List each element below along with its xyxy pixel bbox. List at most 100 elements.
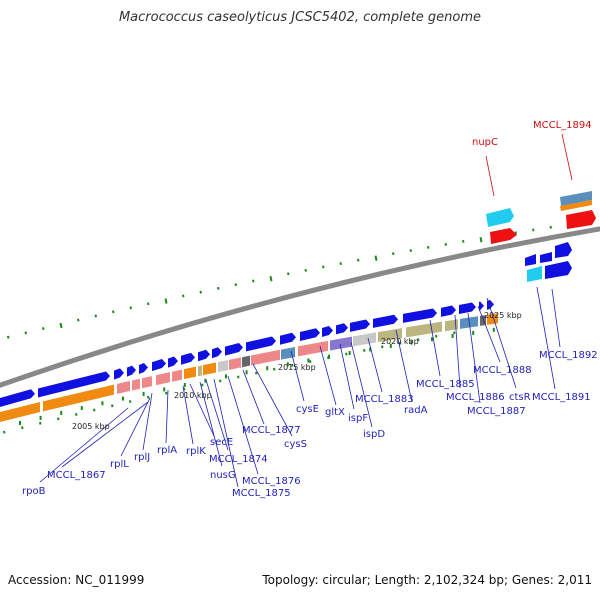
ring-dot — [199, 290, 202, 294]
gene-label-mccl1888[interactable]: MCCL_1888 — [473, 365, 532, 376]
feature-block-10[interactable] — [203, 362, 216, 376]
feature-block-24[interactable] — [487, 313, 498, 325]
gene-label-radA[interactable]: radA — [404, 405, 428, 416]
feature-block-2[interactable] — [43, 384, 114, 412]
gene-label-rpoB[interactable]: rpoB — [22, 486, 46, 497]
forward-gene-17[interactable] — [350, 319, 370, 332]
gene-label-rplL[interactable]: rplL — [110, 459, 129, 470]
scale-label-2005: 2005 kbp — [72, 422, 110, 431]
forward-gene-16[interactable] — [336, 323, 348, 335]
gene-right-3[interactable] — [555, 242, 572, 258]
map-title: Macrococcus caseolyticus JCSC5402, compl… — [118, 10, 482, 25]
feature-block-3[interactable] — [117, 380, 130, 394]
leader-line — [486, 297, 517, 389]
feature-block-8[interactable] — [184, 366, 196, 380]
gene-right-cyan[interactable] — [527, 266, 542, 282]
gene-label-mccl1887[interactable]: MCCL_1887 — [467, 406, 526, 417]
inner-ring-dot — [147, 395, 150, 399]
leader-line — [561, 133, 573, 181]
gene-label-ispD[interactable]: ispD — [363, 429, 385, 440]
gene-label-mccl1883[interactable]: MCCL_1883 — [355, 394, 414, 405]
ring-dot — [392, 252, 395, 256]
gene-right-1[interactable] — [525, 254, 536, 266]
inner-ring-dot — [21, 426, 24, 430]
feature-block-16[interactable] — [298, 340, 328, 357]
feature-block-6[interactable] — [156, 372, 170, 386]
leader-line — [290, 350, 305, 402]
gene-label-mccl1867[interactable]: MCCL_1867 — [47, 470, 106, 481]
inner-ring-dot — [399, 341, 402, 345]
gene-label-mccl1875[interactable]: MCCL_1875 — [232, 488, 291, 499]
gene-label-mccl1885[interactable]: MCCL_1885 — [416, 379, 475, 390]
feature-block-7[interactable] — [172, 369, 182, 382]
forward-gene-9[interactable] — [198, 349, 210, 362]
forward-gene-3[interactable] — [114, 368, 124, 380]
nupC-cyan-gene[interactable] — [486, 208, 514, 227]
gene-label-secE[interactable]: secE — [210, 437, 233, 448]
feature-block-20[interactable] — [406, 321, 442, 338]
forward-gene-10[interactable] — [212, 347, 222, 359]
gene-label-gltX[interactable]: gltX — [325, 407, 345, 418]
gene-label-nusG[interactable]: nusG — [210, 470, 236, 481]
inner-ring-dot — [75, 412, 78, 416]
gene-label-ctsR[interactable]: ctsR — [509, 392, 531, 403]
inner-ring-dot — [237, 375, 240, 379]
forward-gene-6[interactable] — [152, 359, 166, 372]
gene-label-cysS[interactable]: cysS — [284, 439, 307, 450]
gene-label-mccl1894[interactable]: MCCL_1894 — [533, 120, 592, 131]
feature-block-5[interactable] — [142, 376, 152, 389]
gene-label-mccl1886[interactable]: MCCL_1886 — [446, 392, 505, 403]
forward-gene-19[interactable] — [403, 308, 437, 323]
gene-label-ispF[interactable]: ispF — [348, 413, 368, 424]
gene-label-rplK[interactable]: rplK — [186, 446, 206, 457]
nupC-red-gene[interactable] — [490, 228, 517, 244]
ring-dot — [269, 275, 273, 282]
forward-gene-5[interactable] — [139, 362, 148, 374]
forward-gene-2[interactable] — [38, 371, 110, 398]
leader-line — [467, 312, 481, 404]
feature-block-11[interactable] — [218, 360, 228, 373]
gene-label-nupC[interactable]: nupC — [472, 137, 498, 148]
forward-gene-8[interactable] — [181, 352, 195, 365]
feature-block-17[interactable] — [330, 336, 352, 351]
feature-block-14[interactable] — [251, 349, 280, 366]
forward-gene-18[interactable] — [373, 314, 398, 328]
mccl1894-red-gene[interactable] — [566, 210, 596, 229]
gene-label-mccl1892[interactable]: MCCL_1892 — [539, 350, 598, 361]
forward-gene-13[interactable] — [280, 332, 296, 345]
gene-label-mccl1877[interactable]: MCCL_1877 — [242, 425, 301, 436]
feature-block-1[interactable] — [0, 402, 40, 422]
feature-block-9[interactable] — [198, 365, 202, 377]
gene-label-rplA[interactable]: rplA — [157, 445, 177, 456]
forward-gene-22[interactable] — [479, 301, 484, 312]
forward-gene-4[interactable] — [127, 365, 136, 377]
forward-gene-14[interactable] — [300, 328, 320, 341]
forward-gene-20[interactable] — [441, 305, 456, 317]
gene-right-2[interactable] — [540, 252, 552, 263]
gene-label-mccl1891[interactable]: MCCL_1891 — [532, 392, 591, 403]
topology-text: Topology: circular; Length: 2,102,324 bp… — [262, 573, 592, 587]
mccl1894-orange-gene[interactable] — [560, 200, 592, 211]
gene-right-4[interactable] — [545, 261, 572, 279]
feature-block-21[interactable] — [445, 319, 458, 332]
forward-gene-1[interactable] — [0, 389, 35, 407]
feature-block-18[interactable] — [353, 332, 376, 347]
feature-block-13[interactable] — [242, 355, 250, 368]
forward-gene-11[interactable] — [225, 343, 243, 356]
inner-ring-dot — [381, 345, 384, 349]
ring-dot — [24, 331, 27, 335]
feature-block-4[interactable] — [132, 378, 140, 391]
gene-label-cysE[interactable]: cysE — [296, 404, 319, 415]
forward-gene-12[interactable] — [246, 336, 276, 352]
genome-backbone — [0, 226, 600, 388]
gene-label-mccl1874[interactable]: MCCL_1874 — [209, 454, 268, 465]
inner-ring-dot — [309, 360, 312, 363]
gene-label-rplJ[interactable]: rplJ — [134, 452, 150, 463]
feature-block-15[interactable] — [281, 346, 295, 360]
forward-gene-21[interactable] — [459, 302, 476, 315]
mccl1894-blue-gene[interactable] — [560, 191, 592, 206]
forward-gene-15[interactable] — [322, 325, 333, 337]
forward-gene-7[interactable] — [168, 356, 178, 368]
feature-block-12[interactable] — [229, 357, 241, 370]
gene-label-mccl1876[interactable]: MCCL_1876 — [242, 476, 301, 487]
